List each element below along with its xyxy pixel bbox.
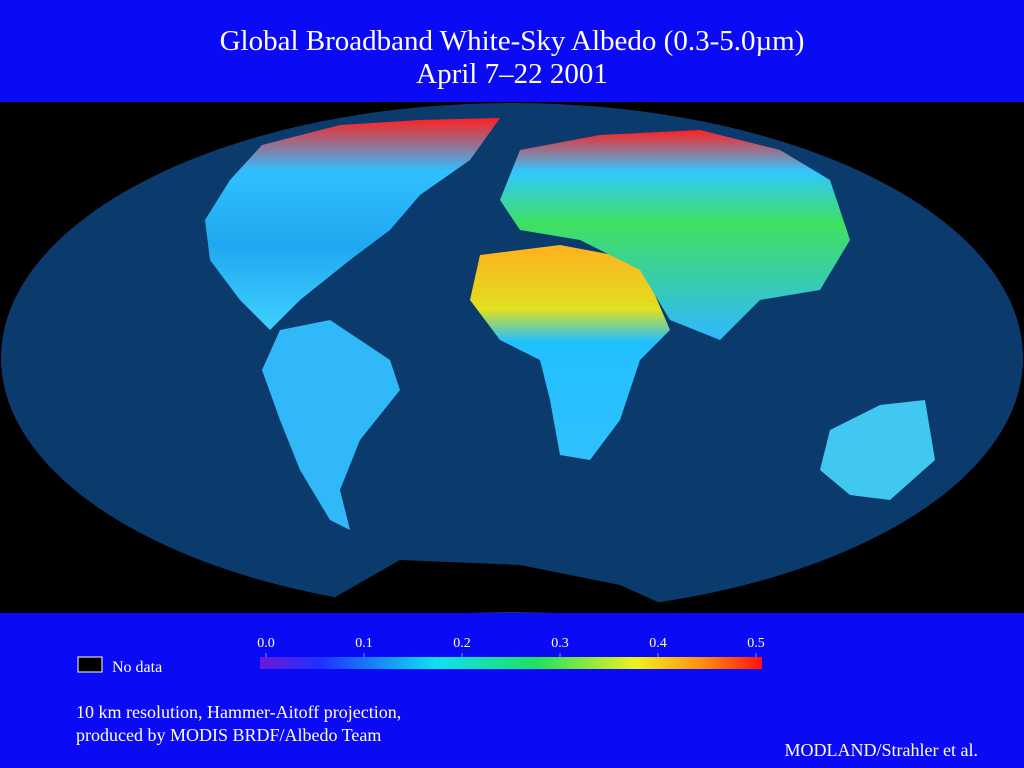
title: Global Broadband White-Sky Albedo (0.3-5…: [220, 25, 805, 57]
credit: MODLAND/Strahler et al.: [785, 740, 978, 760]
colorbar-gradient: [260, 657, 762, 669]
colorbar-tick-label: 0.5: [747, 636, 765, 651]
antarctica: [330, 560, 680, 612]
note-line-1: 10 km resolution, Hammer-Aitoff projecti…: [76, 702, 401, 722]
colorbar-tick-label: 0.2: [453, 636, 471, 651]
colorbar-tick-label: 0.3: [551, 636, 569, 651]
australia: [820, 400, 935, 500]
colorbar: 0.0 0.1 0.2 0.3 0.4 0.5: [257, 636, 765, 669]
eurasia: [500, 130, 850, 340]
subtitle: April 7–22 2001: [416, 58, 608, 90]
north-america: [205, 118, 500, 330]
colorbar-ticks: 0.0 0.1 0.2 0.3 0.4 0.5: [257, 636, 765, 657]
colorbar-tick-label: 0.4: [649, 636, 667, 651]
africa: [470, 245, 670, 460]
colorbar-tick-label: 0.1: [355, 636, 373, 651]
map: [0, 102, 1024, 613]
colorbar-tick-label: 0.0: [257, 636, 275, 651]
south-america: [262, 320, 400, 530]
note-line-2: produced by MODIS BRDF/Albedo Team: [76, 725, 381, 745]
no-data-swatch: [77, 656, 103, 673]
no-data-label: No data: [112, 659, 162, 676]
